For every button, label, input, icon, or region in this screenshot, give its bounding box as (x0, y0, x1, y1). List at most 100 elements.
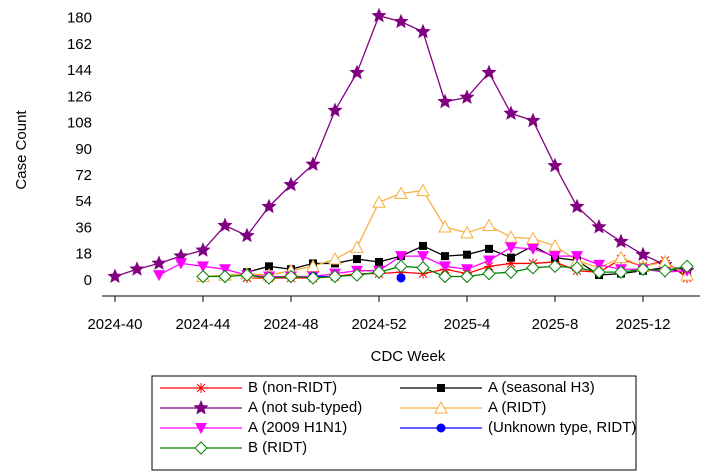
marker (306, 271, 320, 285)
marker (527, 243, 539, 255)
y-tick-label: 0 (84, 272, 92, 289)
marker (353, 255, 361, 264)
legend-label: A (2009 H1N1) (248, 419, 347, 436)
marker (129, 261, 145, 276)
marker (570, 261, 584, 275)
marker (395, 251, 407, 263)
marker (151, 255, 167, 270)
marker (614, 265, 628, 279)
marker (571, 251, 583, 263)
marker (503, 105, 519, 120)
x-tick-label: 2024-44 (175, 316, 230, 333)
marker (437, 384, 445, 392)
marker (506, 258, 516, 269)
marker (393, 13, 409, 29)
marker (416, 261, 430, 275)
marker (441, 252, 449, 261)
marker (394, 259, 408, 274)
marker (439, 261, 451, 273)
marker (283, 176, 299, 192)
y-tick-label: 144 (67, 62, 92, 79)
marker (349, 64, 365, 80)
marker (261, 198, 277, 214)
marker (153, 270, 165, 282)
legend-label: B (non-RIDT) (248, 379, 337, 396)
legend-label: B (RIDT) (248, 439, 307, 456)
marker (396, 273, 406, 283)
y-tick-label: 126 (67, 88, 92, 105)
legend-label: (Unknown type, RIDT) (488, 419, 636, 436)
marker (507, 253, 515, 262)
marker (193, 400, 209, 415)
marker (194, 441, 208, 455)
marker (680, 259, 694, 274)
marker (548, 259, 562, 274)
marker (437, 93, 453, 109)
marker (591, 219, 607, 234)
marker (265, 262, 273, 271)
x-axis-label: CDC Week (371, 348, 446, 365)
marker (328, 252, 342, 265)
marker (217, 217, 233, 232)
marker (218, 269, 232, 284)
y-axis-label: Case Count (13, 110, 30, 190)
marker (175, 258, 187, 270)
y-tick-label: 72 (75, 167, 92, 184)
marker (504, 265, 518, 279)
marker (371, 7, 387, 23)
marker (482, 266, 496, 281)
marker (461, 264, 473, 276)
marker (485, 244, 493, 253)
marker (525, 112, 541, 128)
legend-label: A (RIDT) (488, 399, 546, 416)
marker (394, 186, 408, 200)
legend-box (151, 375, 637, 471)
marker (372, 195, 386, 208)
y-tick-label: 180 (67, 10, 92, 27)
marker (195, 423, 207, 434)
marker (436, 423, 446, 433)
y-tick-label: 90 (75, 141, 92, 158)
marker (372, 265, 386, 279)
y-tick-label: 162 (67, 36, 92, 53)
marker (526, 231, 540, 245)
x-tick-label: 2024-40 (87, 316, 142, 333)
x-tick-label: 2024-52 (351, 316, 406, 333)
marker (481, 64, 497, 80)
marker (284, 269, 298, 284)
marker (483, 255, 495, 267)
marker (417, 251, 429, 263)
marker (569, 198, 585, 214)
marker (350, 240, 364, 253)
marker (196, 269, 210, 284)
y-tick-label: 54 (75, 193, 92, 210)
x-tick-label: 2024-48 (263, 316, 318, 333)
marker (219, 264, 231, 276)
marker (460, 269, 474, 284)
legend-label: A (not sub-typed) (248, 399, 362, 416)
marker (482, 218, 496, 232)
marker (460, 225, 474, 239)
marker (327, 102, 343, 117)
marker (438, 269, 452, 284)
marker (196, 383, 206, 393)
marker (459, 89, 475, 104)
marker (375, 257, 383, 266)
marker (419, 241, 427, 250)
marker (635, 246, 651, 262)
marker (658, 263, 672, 278)
legend-label: A (seasonal H3) (488, 379, 595, 396)
marker (416, 183, 430, 197)
marker (463, 250, 471, 259)
marker (504, 230, 518, 243)
marker (549, 251, 561, 263)
marker (350, 268, 364, 282)
marker (328, 269, 342, 284)
marker (107, 268, 123, 283)
marker (592, 265, 606, 279)
marker (505, 242, 517, 254)
marker (438, 219, 452, 233)
marker (306, 259, 320, 272)
marker (240, 268, 254, 282)
marker (613, 233, 629, 248)
